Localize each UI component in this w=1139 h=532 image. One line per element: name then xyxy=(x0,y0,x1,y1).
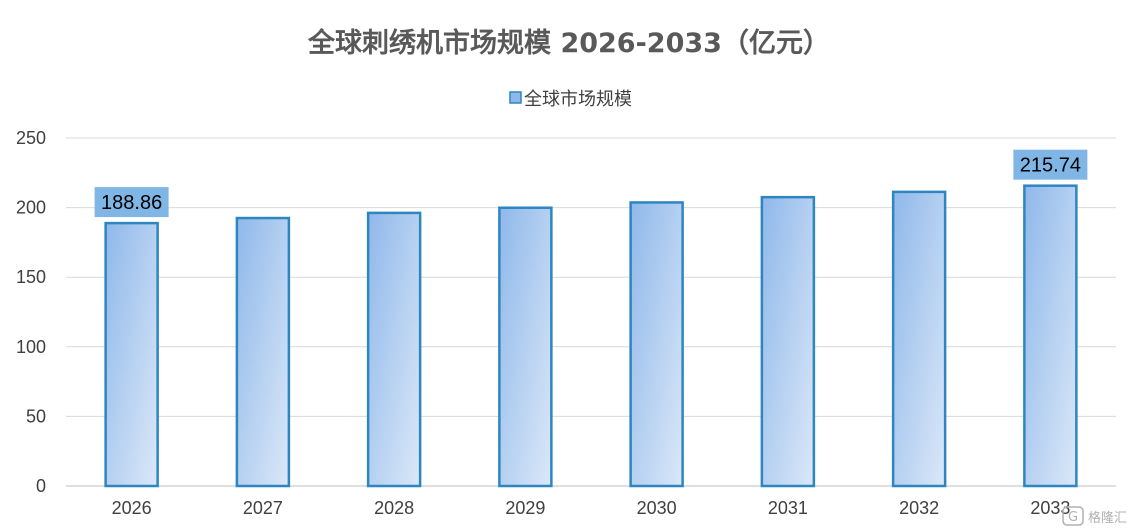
bar xyxy=(1023,184,1078,488)
data-labels: 188.86 215.74 xyxy=(94,149,1088,218)
x-tick-label: 2027 xyxy=(243,498,283,518)
y-tick-label: 100 xyxy=(16,337,46,357)
x-tick-label: 2026 xyxy=(112,498,152,518)
data-label: 188.86 xyxy=(101,192,162,214)
watermark-text: 格隆汇 xyxy=(1088,510,1127,526)
y-tick-label: 200 xyxy=(16,198,46,218)
x-axis-ticks: 2026 2027 2028 2029 2030 2031 2032 2033 xyxy=(112,498,1071,518)
data-label-box xyxy=(1013,149,1088,180)
chart-title: 全球刺绣机市场规模 2026-2033（亿元） xyxy=(307,27,830,59)
bar xyxy=(891,190,947,488)
x-tick-label: 2030 xyxy=(637,498,677,518)
bar xyxy=(629,201,684,488)
y-tick-label: 50 xyxy=(26,406,46,426)
gridlines xyxy=(66,137,1116,487)
y-tick-label: 250 xyxy=(16,128,46,148)
x-tick-label: 2032 xyxy=(899,498,939,518)
y-tick-label: 150 xyxy=(16,267,46,287)
y-tick-label: 0 xyxy=(36,476,46,496)
data-label: 215.74 xyxy=(1020,155,1081,177)
watermark: G 格隆汇 xyxy=(1062,506,1127,526)
y-axis-ticks: 0 50 100 150 200 250 xyxy=(16,128,46,496)
bar xyxy=(366,211,422,488)
bar xyxy=(760,195,816,488)
x-tick-label: 2028 xyxy=(374,498,414,518)
data-label-box xyxy=(94,187,169,218)
x-tick-label: 2031 xyxy=(768,498,808,518)
x-tick-label: 2033 xyxy=(1030,498,1070,518)
legend-swatch xyxy=(509,91,522,104)
bar xyxy=(498,206,553,488)
legend: 全球市场规模 xyxy=(509,89,632,110)
g-logo-glyph: G xyxy=(1068,510,1078,525)
x-tick-label: 2029 xyxy=(505,498,545,518)
bar xyxy=(235,216,291,488)
bars xyxy=(104,184,1078,488)
bar xyxy=(104,221,159,488)
g-logo-icon xyxy=(1062,506,1084,526)
legend-label: 全球市场规模 xyxy=(524,89,632,110)
